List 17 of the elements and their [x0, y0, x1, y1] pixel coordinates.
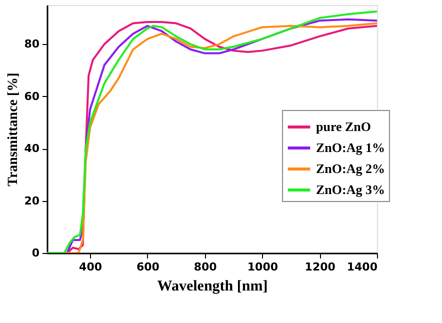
legend-label: ZnO:Ag 2% — [316, 161, 385, 176]
x-tick-label: 1200 — [304, 260, 336, 274]
x-tick-label: 600 — [136, 260, 160, 274]
x-tick-label: 400 — [79, 260, 102, 274]
y-axis-title: Transmittance [%] — [6, 72, 22, 186]
legend-label: ZnO:Ag 3% — [316, 182, 385, 197]
legend-label: ZnO:Ag 1% — [316, 140, 385, 155]
x-tick-label: 1400 — [346, 260, 378, 274]
y-tick-label: 20 — [24, 194, 40, 208]
y-tick-label: 60 — [24, 90, 40, 103]
x-tick-label: 1000 — [247, 260, 278, 274]
legend-label: pure ZnO — [316, 119, 372, 134]
x-axis-title: Wavelength [nm] — [157, 278, 268, 294]
y-tick-label: 40 — [24, 142, 40, 156]
y-tick-label: 0 — [32, 246, 40, 260]
y-tick-label: 80 — [24, 38, 40, 51]
x-tick-label: 800 — [194, 260, 218, 274]
